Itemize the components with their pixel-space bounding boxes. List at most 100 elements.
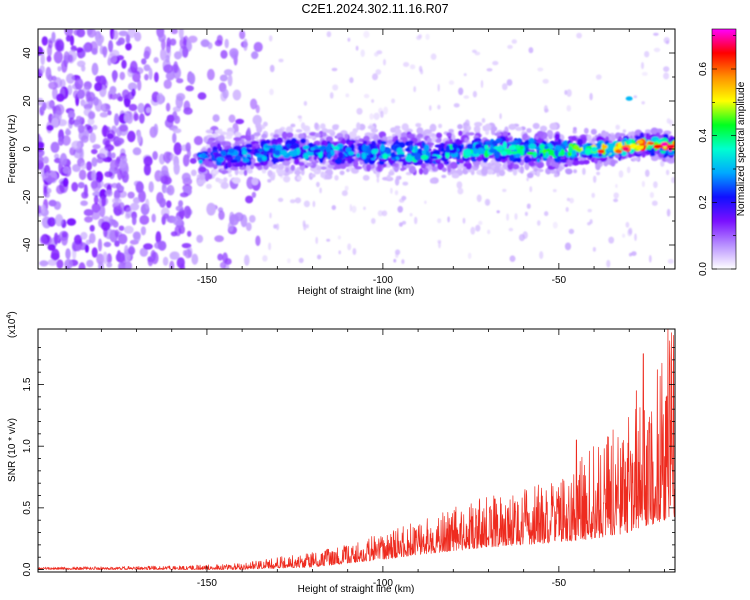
speckle-blob: [262, 255, 268, 262]
speckle-blob: [437, 218, 442, 224]
noise-blob: [91, 247, 98, 258]
noise-blob: [119, 164, 129, 172]
noise-blob: [94, 98, 103, 112]
speckle-blob: [338, 250, 342, 255]
speckle-blob: [341, 190, 348, 197]
noise-blob: [78, 262, 86, 269]
ridge-blob: [358, 138, 363, 142]
ridge-blob: [557, 138, 562, 146]
speckle-blob: [463, 95, 470, 99]
ridge-blob: [216, 143, 221, 150]
ridge-blob: [435, 132, 443, 139]
noise-blob: [99, 147, 108, 159]
noise-blob: [112, 220, 119, 228]
ridge-blob: [271, 157, 280, 163]
ridge-blob: [296, 176, 302, 181]
ridge-blob: [573, 169, 577, 174]
noise-blob: [139, 113, 145, 124]
speckle-blob: [371, 99, 375, 103]
ridge-blob: [445, 150, 450, 159]
noise-blob: [78, 169, 87, 181]
speckle-blob: [526, 203, 531, 209]
speckle-blob: [502, 188, 507, 193]
ridge-blob: [416, 133, 424, 138]
spectrogram-x-axis-label: Height of straight line (km): [298, 286, 415, 297]
speckle-blob: [641, 101, 645, 105]
noise-blob: [106, 262, 113, 268]
speckle-blob: [377, 210, 384, 217]
noise-blob: [65, 35, 71, 42]
ridge-blob: [650, 155, 659, 162]
ridge-blob: [536, 158, 541, 163]
noise-blob: [69, 35, 75, 46]
speckle-blob: [524, 211, 528, 216]
ridge-blob: [429, 123, 437, 132]
speckle-blob: [458, 87, 464, 96]
noise-blob: [114, 240, 120, 247]
noise-blob: [80, 231, 88, 240]
speckle-blob: [591, 192, 595, 198]
ridge-blob: [313, 155, 318, 161]
ridge-blob: [458, 130, 463, 137]
noise-blob: [153, 57, 159, 64]
noise-blob: [220, 50, 228, 59]
ridge-blob: [497, 144, 504, 151]
noise-blob: [54, 104, 65, 116]
ridge-blob: [382, 163, 387, 168]
hotspot-blob: [660, 142, 668, 147]
ridge-blob: [481, 167, 488, 176]
noise-blob: [255, 235, 261, 247]
ridge-blob: [378, 159, 385, 165]
ridge-blob: [281, 131, 288, 140]
noise-blob: [189, 157, 197, 164]
ridge-blob: [242, 150, 248, 156]
noise-blob: [162, 256, 169, 266]
noise-blob: [66, 218, 77, 226]
ridge-blob: [227, 161, 232, 169]
noise-blob: [133, 113, 139, 121]
ridge-blob: [325, 136, 333, 143]
noise-blob: [89, 233, 96, 244]
ridge-blob: [629, 143, 637, 149]
speckle-blob: [587, 222, 591, 226]
speckle-blob: [552, 221, 558, 229]
speckle-blob: [289, 199, 296, 204]
speckle-blob: [528, 47, 534, 54]
speckle-blob: [337, 235, 341, 240]
noise-blob: [253, 41, 263, 53]
noise-blob: [212, 114, 220, 122]
noise-blob: [99, 204, 106, 218]
noise-blob: [245, 222, 252, 231]
ridge-blob: [577, 148, 582, 153]
ridge-blob: [548, 134, 553, 140]
ridge-blob: [610, 159, 616, 167]
speckle-blob: [478, 220, 483, 226]
ridge-blob: [631, 157, 640, 162]
speckle-blob: [526, 177, 529, 182]
speckle-blob: [474, 51, 481, 56]
ridge-blob: [427, 137, 432, 144]
noise-blob: [87, 29, 97, 38]
speckle-blob: [402, 181, 409, 186]
colorbar: 0.0 0.2 0.4 0.6 Normalized spectral amplitu…: [698, 28, 747, 276]
noise-blob: [48, 81, 58, 90]
noise-blob: [91, 62, 99, 76]
ridge-blob: [477, 147, 485, 155]
noise-blob: [143, 243, 153, 250]
ridge-blob: [533, 151, 537, 158]
noise-blob: [103, 241, 112, 248]
ridge-blob: [290, 123, 296, 128]
spectrogram-y-tick-label: 20: [22, 95, 33, 107]
noise-blob: [143, 156, 153, 167]
ridge-blob: [258, 148, 263, 153]
ridge-blob: [327, 169, 333, 176]
speckle-blob: [351, 205, 357, 213]
noise-blob: [112, 29, 119, 40]
ridge-blob: [502, 141, 507, 150]
noise-blob: [77, 182, 85, 189]
noise-blob: [127, 246, 136, 255]
noise-blob: [175, 205, 184, 212]
speckle-blob: [633, 95, 638, 99]
noise-blob: [46, 124, 54, 131]
ridge-blob: [491, 126, 498, 132]
